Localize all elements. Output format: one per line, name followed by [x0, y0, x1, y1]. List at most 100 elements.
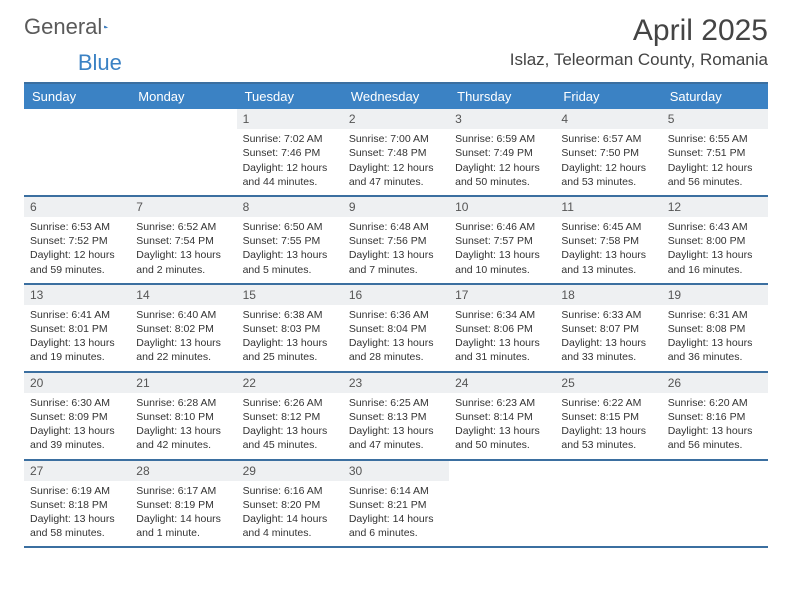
daylight: Daylight: 13 hours and 33 minutes. [561, 337, 646, 363]
sunset: Sunset: 8:00 PM [668, 235, 746, 247]
day-body: Sunrise: 6:28 AMSunset: 8:10 PMDaylight:… [130, 393, 236, 459]
weekday-mon: Monday [130, 84, 236, 109]
day-cell [449, 461, 555, 547]
day-number [24, 109, 130, 129]
daylight: Daylight: 12 hours and 50 minutes. [455, 162, 540, 188]
title-block: April 2025 Islaz, Teleorman County, Roma… [510, 14, 768, 70]
sunrise: Sunrise: 6:19 AM [30, 485, 110, 497]
sunrise: Sunrise: 6:17 AM [136, 485, 216, 497]
sunset: Sunset: 8:18 PM [30, 499, 108, 511]
day-cell: 7Sunrise: 6:52 AMSunset: 7:54 PMDaylight… [130, 197, 236, 283]
day-number: 8 [237, 197, 343, 217]
sunset: Sunset: 7:50 PM [561, 147, 639, 159]
day-cell: 18 Sunrise: 6:33 AM Sunset: 8:07 PM Dayligh… [555, 285, 661, 371]
day-number: 9 [343, 197, 449, 217]
sunset: Sunset: 7:57 PM [455, 235, 533, 247]
sunset: Sunset: 8:01 PM [30, 323, 108, 335]
daylight: Daylight: 13 hours and 2 minutes. [136, 249, 221, 275]
sunrise: Sunrise: 6:33 AM [561, 309, 641, 321]
page: General April 2025 Islaz, Teleorman Coun… [0, 0, 792, 612]
sunrise: Sunrise: 6:48 AM [349, 221, 429, 233]
day-number: 17 [449, 285, 555, 305]
day-body: Sunrise: 6:40 AMSunset: 8:02 PMDaylight:… [130, 305, 236, 371]
day-number [555, 461, 661, 481]
sunrise: Sunrise: 6:46 AM [455, 221, 535, 233]
sunrise: Sunrise: 6:55 AM [668, 133, 748, 145]
day-number [662, 461, 768, 481]
day-cell: 26Sunrise: 6:20 AMSunset: 8:16 PMDayligh… [662, 373, 768, 459]
day-body: Sunrise: 6:46 AM Sunset: 7:57 PM Daylight:… [449, 217, 555, 283]
flag-icon [104, 17, 109, 37]
day-number: 6 [24, 197, 130, 217]
daylight: Daylight: 14 hours and 6 minutes. [349, 513, 434, 539]
sunrise: Sunrise: 6:16 AM [243, 485, 323, 497]
daylight: Daylight: 13 hours and 58 minutes. [30, 513, 115, 539]
day-body: Sunrise: 6:19 AM Sunset: 8:18 PM Daylight:… [24, 481, 130, 547]
day-body: Sunrise: 6:34 AMSunset: 8:06 PMDaylight:… [449, 305, 555, 371]
daylight: Daylight: 13 hours and 31 minutes. [455, 337, 540, 363]
day-cell: 2Sunrise: 7:00 AMSunset: 7:48 PMDaylight… [343, 109, 449, 195]
sunset: Sunset: 7:56 PM [349, 235, 427, 247]
sunrise: Sunrise: 6:34 AM [455, 309, 535, 321]
sunrise: Sunrise: 6:45 AM [561, 221, 641, 233]
sunset: Sunset: 8:07 PM [561, 323, 639, 335]
day-body: Sunrise: 6:45 AMSunset: 7:58 PMDaylight:… [555, 217, 661, 283]
day-cell: 8Sunrise: 6:50 AMSunset: 7:55 PMDaylight… [237, 197, 343, 283]
day-cell: 28Sunrise: 6:17 AMSunset: 8:19 PMDayligh… [130, 461, 236, 547]
sunrise: Sunrise: 6:41 AM [30, 309, 110, 321]
day-body: Sunrise: 6:36 AMSunset: 8:04 PMDaylight:… [343, 305, 449, 371]
daylight: Daylight: 13 hours and 53 minutes. [561, 425, 646, 451]
daylight: Daylight: 13 hours and 28 minutes. [349, 337, 434, 363]
sunrise: Sunrise: 6:22 AM [561, 397, 641, 409]
brand-part2: Blue [78, 50, 122, 76]
day-number: 4 [555, 109, 661, 129]
day-number: 20 [24, 373, 130, 393]
sunrise: Sunrise: 6:28 AM [136, 397, 216, 409]
day-body: Sunrise: 6:50 AMSunset: 7:55 PMDaylight:… [237, 217, 343, 283]
day-cell [130, 109, 236, 195]
day-number: 14 [130, 285, 236, 305]
day-number: 21 [130, 373, 236, 393]
sunrise: Sunrise: 6:40 AM [136, 309, 216, 321]
day-cell: 17Sunrise: 6:34 AMSunset: 8:06 PMDayligh… [449, 285, 555, 371]
daylight: Daylight: 12 hours and 59 minutes. [30, 249, 115, 275]
sunset: Sunset: 7:48 PM [349, 147, 427, 159]
day-body: Sunrise: 6:48 AMSunset: 7:56 PMDaylight:… [343, 217, 449, 283]
daylight: Daylight: 13 hours and 16 minutes. [668, 249, 753, 275]
day-body: Sunrise: 6:53 AMSunset: 7:52 PMDaylight:… [24, 217, 130, 283]
day-number: 3 [449, 109, 555, 129]
brand-logo: General [24, 14, 130, 40]
weekday-tue: Tuesday [237, 84, 343, 109]
sunset: Sunset: 8:15 PM [561, 411, 639, 423]
day-number: 28 [130, 461, 236, 481]
daylight: Daylight: 13 hours and 13 minutes. [561, 249, 646, 275]
week-row: 13Sunrise: 6:41 AMSunset: 8:01 PMDayligh… [24, 285, 768, 373]
day-number: 27 [24, 461, 130, 481]
day-number: 26 [662, 373, 768, 393]
daylight: Daylight: 13 hours and 19 minutes. [30, 337, 115, 363]
daylight: Daylight: 13 hours and 39 minutes. [30, 425, 115, 451]
day-number: 18 [555, 285, 661, 305]
day-number: 11 [555, 197, 661, 217]
weekday-sun: Sunday [24, 84, 130, 109]
daylight: Daylight: 13 hours and 10 minutes. [455, 249, 540, 275]
sunrise: Sunrise: 6:38 AM [243, 309, 323, 321]
day-cell: 6Sunrise: 6:53 AMSunset: 7:52 PMDaylight… [24, 197, 130, 283]
sunset: Sunset: 7:54 PM [136, 235, 214, 247]
day-body: Sunrise: 6:38 AMSunset: 8:03 PMDaylight:… [237, 305, 343, 371]
sunrise: Sunrise: 6:30 AM [30, 397, 110, 409]
sunrise: Sunrise: 6:57 AM [561, 133, 641, 145]
day-cell [24, 109, 130, 195]
weekday-fri: Friday [555, 84, 661, 109]
week-row: 1Sunrise: 7:02 AMSunset: 7:46 PMDaylight… [24, 109, 768, 197]
sunset: Sunset: 7:52 PM [30, 235, 108, 247]
sunrise: Sunrise: 6:14 AM [349, 485, 429, 497]
day-number: 22 [237, 373, 343, 393]
daylight: Daylight: 13 hours and 47 minutes. [349, 425, 434, 451]
sunset: Sunset: 8:19 PM [136, 499, 214, 511]
day-cell: 9Sunrise: 6:48 AMSunset: 7:56 PMDaylight… [343, 197, 449, 283]
daylight: Daylight: 13 hours and 50 minutes. [455, 425, 540, 451]
sunset: Sunset: 7:51 PM [668, 147, 746, 159]
day-cell: 13Sunrise: 6:41 AMSunset: 8:01 PMDayligh… [24, 285, 130, 371]
day-body: Sunrise: 6:20 AMSunset: 8:16 PMDaylight:… [662, 393, 768, 459]
